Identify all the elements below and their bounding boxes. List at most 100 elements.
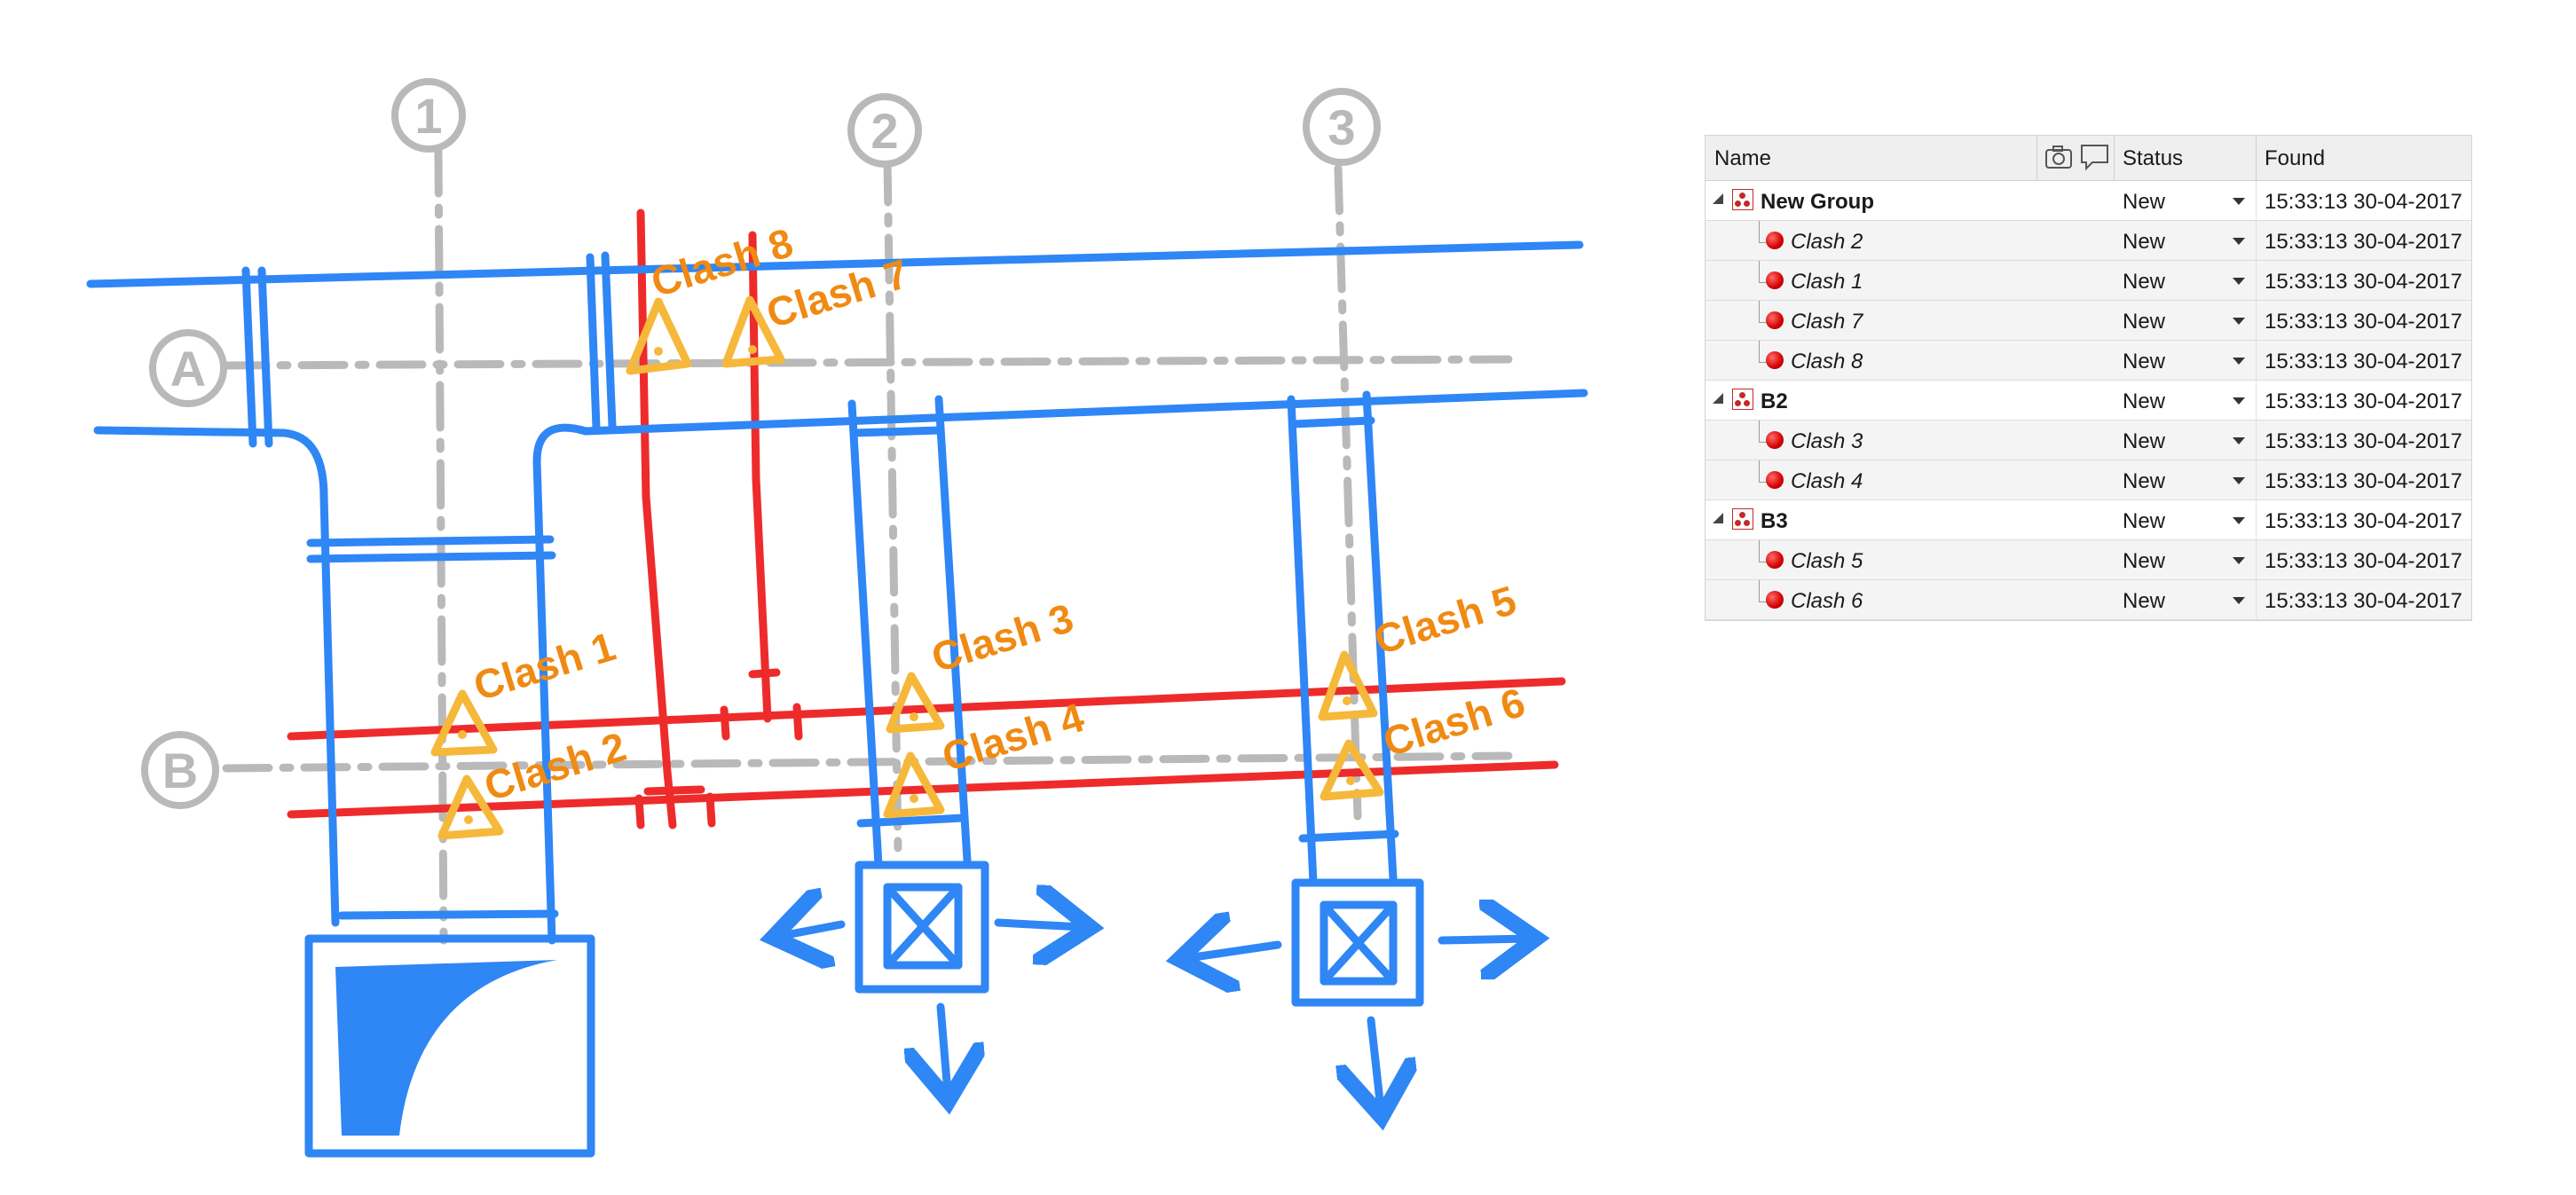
collapse-triangle-icon[interactable] [1713, 393, 1723, 404]
status-value[interactable]: New [2123, 310, 2166, 334]
found-timestamp: 15:33:13 30-04-2017 [2265, 509, 2462, 533]
status-dropdown-icon[interactable] [2233, 278, 2245, 285]
status-value[interactable]: New [2123, 270, 2166, 294]
status-dropdown-icon[interactable] [2233, 318, 2245, 325]
clash-name: Clash 1 [1791, 270, 1863, 294]
clash-label-2: Clash 2 [479, 723, 632, 810]
comment-icon[interactable] [2080, 143, 2110, 177]
found-timestamp: 15:33:13 30-04-2017 [2265, 589, 2462, 613]
clash-warning-markers [430, 295, 1384, 840]
status-dropdown-icon[interactable] [2233, 437, 2245, 444]
status-value[interactable]: New [2123, 589, 2166, 613]
clash-group-icon [1732, 389, 1753, 410]
found-timestamp: 15:33:13 30-04-2017 [2265, 469, 2462, 493]
clash-status-dot-icon [1766, 431, 1784, 449]
status-value[interactable]: New [2123, 429, 2166, 453]
clash-row[interactable]: Clash 3 New 15:33:13 30-04-2017 [1706, 421, 2471, 460]
clash-row[interactable]: Clash 8 New 15:33:13 30-04-2017 [1706, 341, 2471, 381]
found-timestamp: 15:33:13 30-04-2017 [2265, 549, 2462, 573]
found-timestamp: 15:33:13 30-04-2017 [2265, 310, 2462, 334]
column-header-name[interactable]: Name [1714, 146, 1772, 170]
clash-name: Clash 5 [1791, 549, 1863, 573]
clash-status-dot-icon [1766, 271, 1784, 289]
tree-connector [1759, 301, 1769, 323]
clash-row[interactable]: Clash 4 New 15:33:13 30-04-2017 [1706, 460, 2471, 500]
status-dropdown-icon[interactable] [2233, 477, 2245, 484]
status-dropdown-icon[interactable] [2233, 557, 2245, 564]
clash-sketch-diagram: 1 2 3 A B [86, 78, 1588, 1158]
tree-connector [1759, 580, 1769, 602]
group-row[interactable]: B3 New 15:33:13 30-04-2017 [1706, 500, 2471, 540]
tree-connector [1759, 460, 1769, 483]
tree-connector [1759, 540, 1769, 562]
found-timestamp: 15:33:13 30-04-2017 [2265, 270, 2462, 294]
group-row[interactable]: New Group New 15:33:13 30-04-2017 [1706, 181, 2471, 221]
status-value[interactable]: New [2123, 350, 2166, 373]
found-timestamp: 15:33:13 30-04-2017 [2265, 429, 2462, 453]
collapse-triangle-icon[interactable] [1713, 513, 1723, 523]
grid-label-1: 1 [414, 88, 442, 144]
status-dropdown-icon[interactable] [2233, 358, 2245, 365]
clash-status-dot-icon [1766, 311, 1784, 329]
clash-row[interactable]: Clash 7 New 15:33:13 30-04-2017 [1706, 301, 2471, 341]
clash-group-icon [1732, 189, 1753, 210]
status-value[interactable]: New [2123, 230, 2166, 254]
clash-name: Clash 6 [1791, 589, 1863, 613]
tree-connector [1759, 421, 1769, 443]
found-timestamp: 15:33:13 30-04-2017 [2265, 190, 2462, 214]
clash-status-dot-icon [1766, 232, 1784, 249]
column-header-found[interactable]: Found [2265, 146, 2326, 170]
clash-row[interactable]: Clash 1 New 15:33:13 30-04-2017 [1706, 261, 2471, 301]
grid-label-3: 3 [1327, 99, 1355, 155]
status-dropdown-icon[interactable] [2233, 397, 2245, 405]
clash-status-dot-icon [1766, 471, 1784, 489]
ducts [86, 240, 1588, 1158]
group-name: B3 [1761, 509, 1788, 533]
status-dropdown-icon[interactable] [2233, 597, 2245, 604]
found-timestamp: 15:33:13 30-04-2017 [2265, 230, 2462, 254]
tree-connector [1759, 341, 1769, 363]
clash-row[interactable]: Clash 2 New 15:33:13 30-04-2017 [1706, 221, 2471, 261]
status-dropdown-icon[interactable] [2233, 198, 2245, 205]
warning-icon [437, 774, 504, 840]
status-value[interactable]: New [2123, 509, 2166, 533]
group-name: New Group [1761, 190, 1875, 214]
clash-name: Clash 4 [1791, 469, 1863, 493]
warning-icon [626, 297, 692, 375]
clash-results-panel: Name Status Found New Group New 15:33:13 3… [1705, 135, 2472, 621]
status-value[interactable]: New [2123, 549, 2166, 573]
clash-label-5: Clash 5 [1369, 577, 1522, 664]
clash-status-dot-icon [1766, 551, 1784, 569]
collapse-triangle-icon[interactable] [1713, 193, 1723, 204]
clash-name: Clash 8 [1791, 350, 1863, 373]
status-dropdown-icon[interactable] [2233, 238, 2245, 245]
warning-icon [1318, 650, 1378, 721]
grid-label-a: A [170, 341, 206, 397]
grid-bubbles [141, 78, 1381, 809]
clash-group-icon [1732, 508, 1753, 530]
found-timestamp: 15:33:13 30-04-2017 [2265, 350, 2462, 373]
clash-row[interactable]: Clash 5 New 15:33:13 30-04-2017 [1706, 540, 2471, 580]
camera-icon[interactable] [2044, 144, 2073, 177]
clash-status-dot-icon [1766, 351, 1784, 369]
group-name: B2 [1761, 389, 1788, 413]
clash-name: Clash 7 [1791, 310, 1863, 334]
clash-row[interactable]: Clash 6 New 15:33:13 30-04-2017 [1706, 580, 2471, 620]
status-dropdown-icon[interactable] [2233, 517, 2245, 524]
clash-status-dot-icon [1766, 591, 1784, 609]
group-row[interactable]: B2 New 15:33:13 30-04-2017 [1706, 381, 2471, 421]
warning-icon [1320, 739, 1384, 801]
warning-icon [883, 751, 945, 819]
grid-label-2: 2 [870, 103, 898, 159]
warning-icon [430, 689, 498, 757]
tree-connector [1759, 221, 1769, 243]
column-header-status[interactable]: Status [2123, 146, 2184, 170]
status-value[interactable]: New [2123, 469, 2166, 493]
status-value[interactable]: New [2123, 190, 2166, 214]
status-value[interactable]: New [2123, 389, 2166, 413]
found-timestamp: 15:33:13 30-04-2017 [2265, 389, 2462, 413]
column-header-row: Name Status Found [1706, 136, 2471, 181]
clash-name: Clash 3 [1791, 429, 1863, 453]
grid-label-b: B [162, 743, 198, 798]
clash-tree-rows: New Group New 15:33:13 30-04-2017 Clash 2 Ne… [1706, 181, 2471, 620]
